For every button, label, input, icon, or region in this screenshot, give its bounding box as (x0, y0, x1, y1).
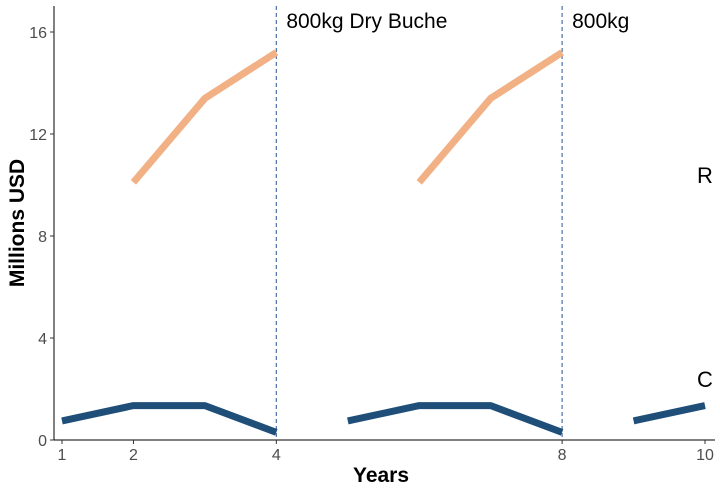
y-tick-label: 0 (38, 433, 47, 450)
series-labels: RC (697, 163, 713, 392)
x-axis-title: Years (353, 464, 409, 487)
y-tick-label: 8 (38, 229, 47, 246)
y-tick-label: 12 (29, 127, 47, 144)
annotation-label: 800kg (572, 10, 629, 33)
series-line-C (61, 402, 278, 436)
y-tick-label: 16 (29, 25, 47, 42)
series-layer (61, 49, 706, 436)
series-label-C: C (697, 367, 713, 392)
series-line-C (632, 402, 706, 425)
series-line-R (416, 49, 564, 185)
y-tick-label: 4 (38, 331, 47, 348)
x-tick-label: 2 (129, 447, 138, 464)
x-tick-label: 4 (272, 447, 281, 464)
x-tick-label: 1 (58, 447, 67, 464)
y-axis-title: Millions USD (6, 159, 29, 287)
series-label-R: R (697, 163, 713, 188)
x-tick-label: 10 (696, 447, 714, 464)
vertical-reference-lines (275, 6, 563, 440)
annotation-label: 800kg Dry Buche (286, 10, 447, 33)
series-line-C (347, 402, 564, 436)
axes (53, 6, 715, 441)
x-tick-label: 8 (558, 447, 567, 464)
annotations: 800kg Dry Buche 800kg (286, 10, 629, 33)
series-line-R (130, 49, 279, 185)
